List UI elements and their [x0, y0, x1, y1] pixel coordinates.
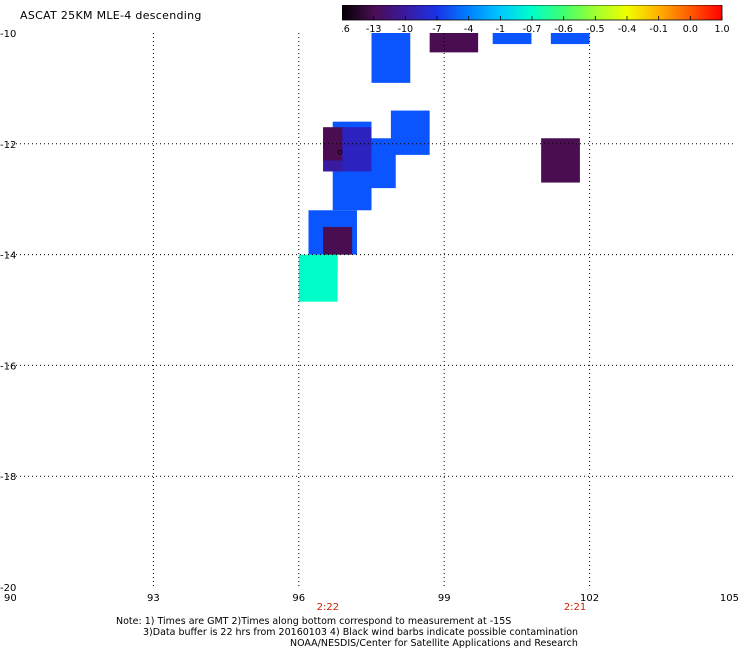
wind-barb	[337, 149, 343, 155]
y-tick-label: -10	[0, 29, 16, 40]
colorbar-tick-label: -0.1	[649, 24, 668, 35]
note-line-1: Note: 1) Times are GMT 2)Times along bot…	[116, 616, 512, 627]
data-cell	[371, 33, 411, 83]
y-tick-label: -12	[0, 140, 16, 151]
time-label: 2:21	[564, 602, 586, 612]
colorbar-tick-label: -7	[432, 24, 441, 35]
x-tick-label: 93	[147, 593, 160, 604]
data-cell	[298, 254, 338, 302]
colorbar-tick-label: -1	[496, 24, 505, 35]
colorbar-tick-label: -0.4	[618, 24, 637, 35]
colorbar-tick-label: -0.5	[586, 24, 605, 35]
colorbar-tick-label: -0.6	[554, 24, 573, 35]
map-title: ASCAT 25KM MLE-4 descending	[20, 9, 202, 22]
colorbar-tick-label: -16	[342, 24, 350, 35]
data-cell	[323, 226, 353, 255]
colorbar-tick-label: -4	[464, 24, 473, 35]
colorbar-tick-label: 1.0	[714, 24, 729, 35]
y-tick-label: -14	[0, 251, 16, 262]
colorbar-tick-label: -13	[366, 24, 382, 35]
time-label: 2:22	[317, 602, 339, 612]
x-tick-label: 90	[4, 593, 17, 604]
y-tick-label: -16	[0, 361, 16, 372]
data-cell	[429, 33, 479, 53]
colorbar: -16 -13 -10 -7 -4 -1 -0.7 -0.6 -0.5 -0.4 -0.1 0.0 1.…	[342, 5, 730, 35]
note-line-2: 3)Data buffer is 22 hrs from 20160103 4)…	[143, 627, 579, 638]
data-cell	[492, 33, 532, 45]
data-cell	[342, 127, 372, 172]
data-cell	[541, 138, 580, 183]
y-tick-label: -18	[0, 472, 16, 483]
x-tick-label: 99	[438, 593, 451, 604]
colorbar-tick-label: 0.0	[683, 24, 698, 35]
note-line-3: NOAA/NESDIS/Center for Satellite Applica…	[290, 638, 578, 649]
data-cell	[390, 110, 430, 155]
x-tick-label: 102	[580, 593, 599, 604]
colorbar-tick-label: -0.7	[523, 24, 542, 35]
data-cell	[550, 33, 590, 45]
x-tick-label: 96	[292, 593, 305, 604]
y-tick-label: -20	[0, 583, 16, 594]
colorbar-tick-label: -10	[398, 24, 414, 35]
x-tick-label: 105	[720, 593, 739, 604]
